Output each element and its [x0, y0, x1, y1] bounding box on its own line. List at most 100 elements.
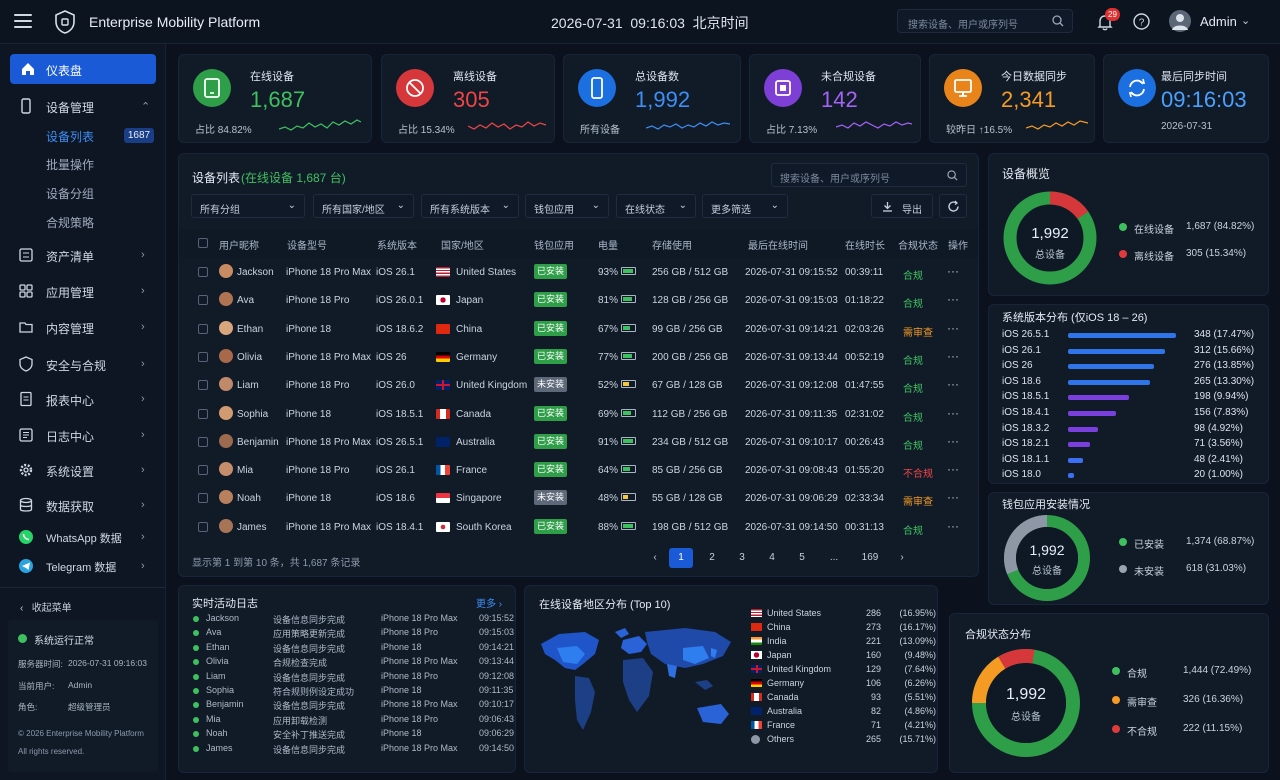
overview-donut-chart: [1003, 191, 1097, 285]
search-icon[interactable]: [1052, 15, 1064, 27]
activity-user: Ava: [206, 627, 222, 638]
table-row[interactable]: Jackson iPhone 18 Pro Max iOS 26.1 United S…: [189, 258, 969, 286]
row-checkbox[interactable]: [198, 493, 208, 504]
activity-action: 应用策略更新完成: [273, 629, 346, 640]
more-actions-icon[interactable]: ···: [947, 433, 959, 448]
compliance-status: 合规: [903, 299, 923, 311]
more-actions-icon[interactable]: ···: [947, 405, 959, 420]
filter-wallet-select[interactable]: 钱包应用 ⌄: [525, 194, 609, 218]
table-row[interactable]: Olivia iPhone 18 Pro Max iOS 26 Germany 已安装 7…: [189, 343, 969, 371]
col-header-last-online[interactable]: 最后在线时间: [748, 241, 808, 252]
more-actions-icon[interactable]: ···: [947, 292, 959, 307]
collapse-menu-button[interactable]: ‹ 收起菜单: [20, 599, 72, 614]
hamburger-menu-icon[interactable]: [14, 14, 32, 28]
export-button[interactable]: 导出: [871, 194, 933, 218]
global-search-input[interactable]: 搜索设备、用户或序列号: [897, 9, 1073, 33]
more-actions-icon[interactable]: ···: [947, 320, 959, 335]
col-header-compliance[interactable]: 合规状态: [898, 241, 938, 252]
table-row[interactable]: Ethan iPhone 18 iOS 18.6.2 China 已安装 67% 99 GB…: [189, 315, 969, 343]
select-all-checkbox[interactable]: [198, 238, 208, 248]
table-row[interactable]: James iPhone 18 Pro Max iOS 18.4.1 South Ko…: [189, 513, 969, 541]
table-row[interactable]: Mia iPhone 18 Pro iOS 26.1 France 已安装 64% 85 G…: [189, 456, 969, 484]
more-actions-icon[interactable]: ···: [947, 377, 959, 392]
sidebar-subitem-device-list[interactable]: 设备列表: [46, 130, 95, 144]
chip-icon: [764, 69, 802, 107]
page-next-button[interactable]: ›: [900, 552, 904, 563]
sidebar-item-apps[interactable]: 应用管理 ›: [0, 276, 166, 306]
page-prev-button[interactable]: ‹: [653, 552, 657, 563]
kpi-sub: 占比 7.13%: [766, 125, 818, 136]
col-header-country[interactable]: 国家/地区: [441, 241, 484, 252]
sidebar-item-assets[interactable]: 资产清单 ›: [0, 240, 166, 270]
sidebar-item-device-management[interactable]: 设备管理 ⌃: [0, 91, 166, 121]
sidebar-item-security[interactable]: 安全与合规 ›: [0, 349, 166, 379]
activity-row: Ava 应用策略更新完成 iPhone 18 Pro 09:15:03: [191, 627, 514, 641]
row-checkbox[interactable]: [198, 351, 208, 362]
filter-os-select[interactable]: 所有系统版本 ⌄: [421, 194, 519, 218]
geo-count: 160: [865, 650, 881, 660]
user-avatar[interactable]: [1169, 10, 1191, 32]
col-header-storage[interactable]: 存储使用: [652, 241, 692, 252]
table-row[interactable]: Noah iPhone 18 iOS 18.6 Singapore 未安装 48% 55 G…: [189, 484, 969, 512]
row-checkbox[interactable]: [198, 465, 208, 476]
activity-more-link[interactable]: 更多 ›: [476, 599, 503, 610]
row-checkbox[interactable]: [198, 295, 208, 306]
filter-group-select[interactable]: 所有分组 ⌄: [191, 194, 305, 218]
col-header-user[interactable]: 用户昵称: [219, 241, 259, 252]
more-actions-icon[interactable]: ···: [947, 490, 959, 505]
col-header-model[interactable]: 设备型号: [287, 241, 327, 252]
col-header-duration[interactable]: 在线时长: [845, 241, 885, 252]
page-button-2[interactable]: 2: [709, 552, 715, 563]
more-actions-icon[interactable]: ···: [947, 462, 959, 477]
page-button-5[interactable]: 5: [799, 552, 805, 563]
filter-online-select[interactable]: 在线状态 ⌄: [616, 194, 696, 218]
table-search-input[interactable]: 搜索设备、用户或序列号: [771, 163, 967, 187]
row-checkbox[interactable]: [198, 408, 208, 419]
more-actions-icon[interactable]: ···: [947, 348, 959, 363]
more-actions-icon[interactable]: ···: [947, 264, 959, 278]
page-button-3[interactable]: 3: [739, 552, 745, 563]
os-version-value: 156 (7.83%): [1194, 407, 1249, 418]
sidebar-item-data-acquisition[interactable]: 数据获取 ›: [0, 490, 166, 520]
page-button-4[interactable]: 4: [769, 552, 775, 563]
page-button-169[interactable]: 169: [861, 552, 879, 563]
table-row[interactable]: Sophia iPhone 18 iOS 18.5.1 Canada 已安装 69% 112…: [189, 400, 969, 428]
sidebar-item-telegram[interactable]: Telegram 数据 ›: [0, 551, 166, 581]
row-checkbox[interactable]: [198, 267, 208, 277]
activity-user: Liam: [206, 670, 226, 681]
refresh-button[interactable]: [939, 194, 967, 218]
sidebar-item-whatsapp[interactable]: WhatsApp 数据 ›: [0, 522, 166, 552]
col-header-battery[interactable]: 电量: [598, 241, 618, 252]
activity-device: iPhone 18: [381, 641, 422, 652]
phone-icon: [578, 69, 616, 107]
geo-count: 265: [865, 734, 881, 744]
row-checkbox[interactable]: [198, 323, 208, 334]
col-header-wallet[interactable]: 钱包应用: [534, 241, 574, 252]
col-header-os[interactable]: 系统版本: [377, 241, 417, 252]
sidebar-item-dashboard[interactable]: 仪表盘: [10, 54, 156, 84]
more-actions-icon[interactable]: ···: [947, 518, 959, 533]
cell-battery: 93%: [598, 267, 619, 278]
table-row[interactable]: Benjamin iPhone 18 Pro Max iOS 26.5.1 Austr…: [189, 428, 969, 456]
filter-more-select[interactable]: 更多筛选 ⌄: [702, 194, 788, 218]
row-checkbox[interactable]: [198, 521, 208, 532]
sidebar-item-settings[interactable]: 系统设置 ›: [0, 455, 166, 485]
os-version-name: iOS 18.5.1: [1002, 391, 1050, 403]
sidebar-item-logs[interactable]: 日志中心 ›: [0, 420, 166, 450]
row-checkbox[interactable]: [198, 380, 208, 391]
user-menu-chevron-icon[interactable]: ⌄: [1241, 15, 1251, 27]
help-icon[interactable]: ?: [1133, 13, 1150, 30]
table-row[interactable]: Liam iPhone 18 Pro iOS 26.0 United Kingdom 未…: [189, 371, 969, 399]
search-icon[interactable]: [947, 170, 958, 181]
sidebar-item-content[interactable]: 内容管理 ›: [0, 312, 166, 342]
table-row[interactable]: Ava iPhone 18 Pro iOS 26.0.1 Japan 已安装 81% 128…: [189, 286, 969, 314]
page-button-1[interactable]: 1: [669, 548, 693, 568]
sidebar-subitem-policy[interactable]: 合规策略: [46, 216, 95, 230]
sidebar-item-reports[interactable]: 报表中心 ›: [0, 384, 166, 414]
row-checkbox[interactable]: [198, 436, 208, 447]
geo-legend-row: Australia 82 (4.86%): [751, 705, 951, 719]
sidebar-subitem-bulk[interactable]: 批量操作: [46, 158, 95, 172]
user-name[interactable]: Admin: [1200, 14, 1237, 29]
sidebar-subitem-group[interactable]: 设备分组: [46, 187, 95, 201]
filter-country-select[interactable]: 所有国家/地区 ⌄: [313, 194, 414, 218]
